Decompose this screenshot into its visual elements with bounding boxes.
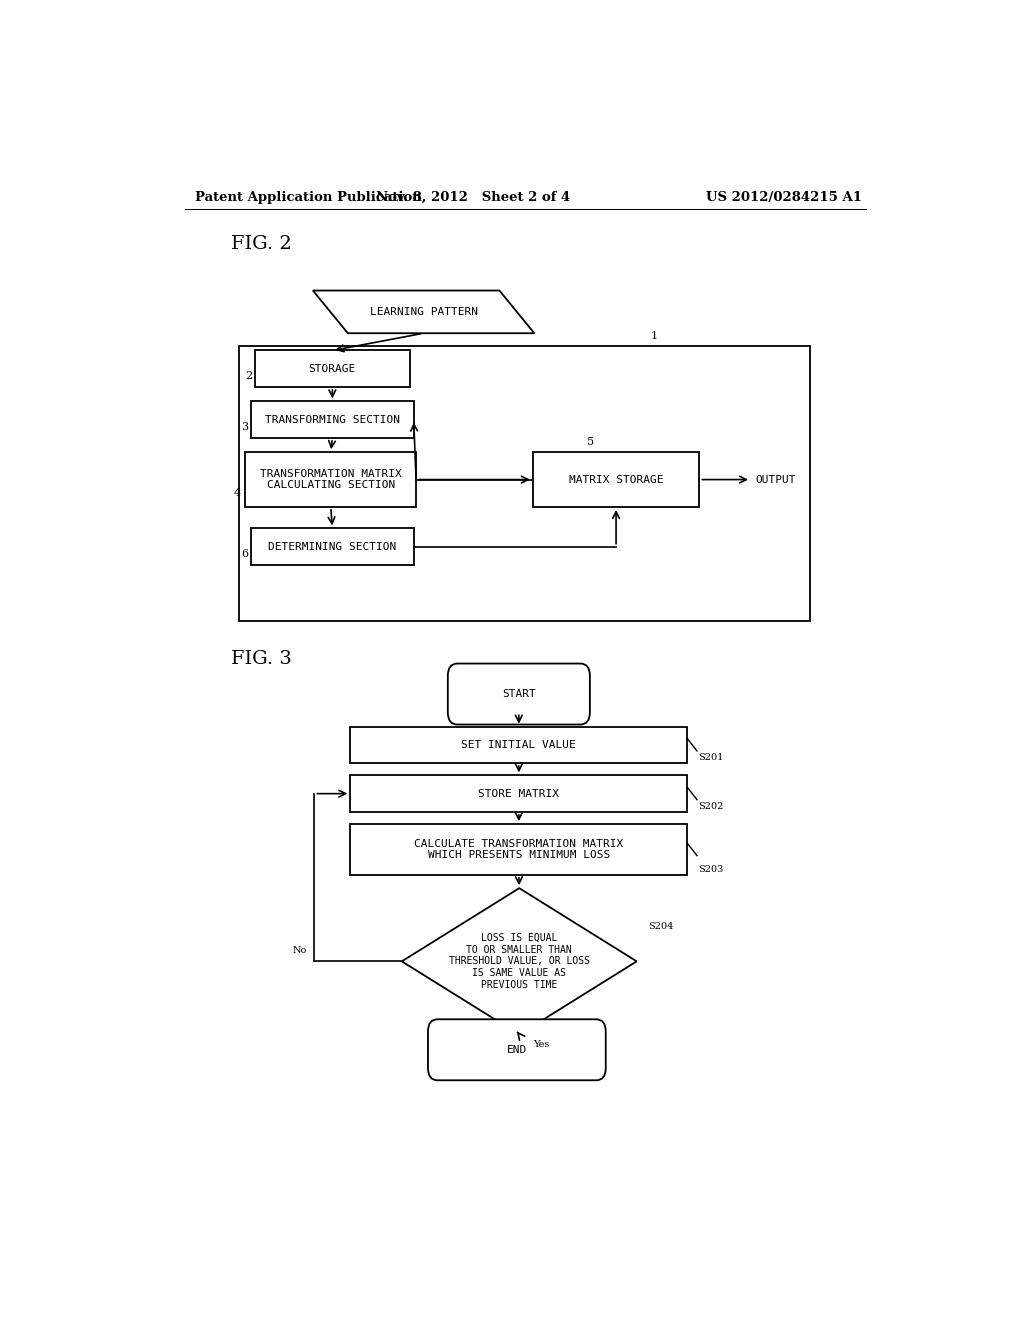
Text: No: No xyxy=(292,946,306,956)
Text: DETERMINING SECTION: DETERMINING SECTION xyxy=(268,541,396,552)
Text: S203: S203 xyxy=(697,865,723,874)
Text: S204: S204 xyxy=(648,921,673,931)
Text: TRANSFORMATION MATRIX
CALCULATING SECTION: TRANSFORMATION MATRIX CALCULATING SECTIO… xyxy=(260,469,401,491)
Text: LEARNING PATTERN: LEARNING PATTERN xyxy=(370,306,477,317)
Text: Yes: Yes xyxy=(534,1040,550,1048)
Text: START: START xyxy=(502,689,536,700)
Text: SET INITIAL VALUE: SET INITIAL VALUE xyxy=(462,741,577,750)
FancyBboxPatch shape xyxy=(251,401,414,438)
Text: US 2012/0284215 A1: US 2012/0284215 A1 xyxy=(707,190,862,203)
FancyBboxPatch shape xyxy=(350,775,687,812)
FancyBboxPatch shape xyxy=(255,351,410,387)
Text: 5: 5 xyxy=(587,437,594,447)
Text: MATRIX STORAGE: MATRIX STORAGE xyxy=(568,475,664,484)
FancyBboxPatch shape xyxy=(350,824,687,875)
Text: OUTPUT: OUTPUT xyxy=(755,475,796,484)
Polygon shape xyxy=(313,290,535,333)
Text: STORAGE: STORAGE xyxy=(308,364,356,374)
Text: TRANSFORMING SECTION: TRANSFORMING SECTION xyxy=(265,414,399,425)
FancyBboxPatch shape xyxy=(350,726,687,763)
FancyBboxPatch shape xyxy=(251,528,414,565)
Text: Patent Application Publication: Patent Application Publication xyxy=(196,190,422,203)
Text: STORE MATRIX: STORE MATRIX xyxy=(478,788,559,799)
FancyBboxPatch shape xyxy=(428,1019,606,1080)
Text: 2: 2 xyxy=(246,371,253,381)
FancyBboxPatch shape xyxy=(240,346,811,620)
Text: S202: S202 xyxy=(697,801,723,810)
Text: END: END xyxy=(507,1045,527,1055)
Text: 1: 1 xyxy=(650,331,657,342)
Text: FIG. 2: FIG. 2 xyxy=(231,235,292,252)
FancyBboxPatch shape xyxy=(447,664,590,725)
Text: 6: 6 xyxy=(242,549,249,558)
Text: 4: 4 xyxy=(233,488,241,498)
Text: LOSS IS EQUAL
TO OR SMALLER THAN
THRESHOLD VALUE, OR LOSS
IS SAME VALUE AS
PREVI: LOSS IS EQUAL TO OR SMALLER THAN THRESHO… xyxy=(449,933,590,990)
Polygon shape xyxy=(401,888,637,1035)
Text: FIG. 3: FIG. 3 xyxy=(231,651,292,668)
Text: 3: 3 xyxy=(242,422,249,432)
FancyBboxPatch shape xyxy=(246,453,416,507)
Text: Nov. 8, 2012   Sheet 2 of 4: Nov. 8, 2012 Sheet 2 of 4 xyxy=(376,190,570,203)
FancyBboxPatch shape xyxy=(532,453,699,507)
Text: CALCULATE TRANSFORMATION MATRIX
WHICH PRESENTS MINIMUM LOSS: CALCULATE TRANSFORMATION MATRIX WHICH PR… xyxy=(415,838,624,861)
Text: S201: S201 xyxy=(697,754,723,762)
